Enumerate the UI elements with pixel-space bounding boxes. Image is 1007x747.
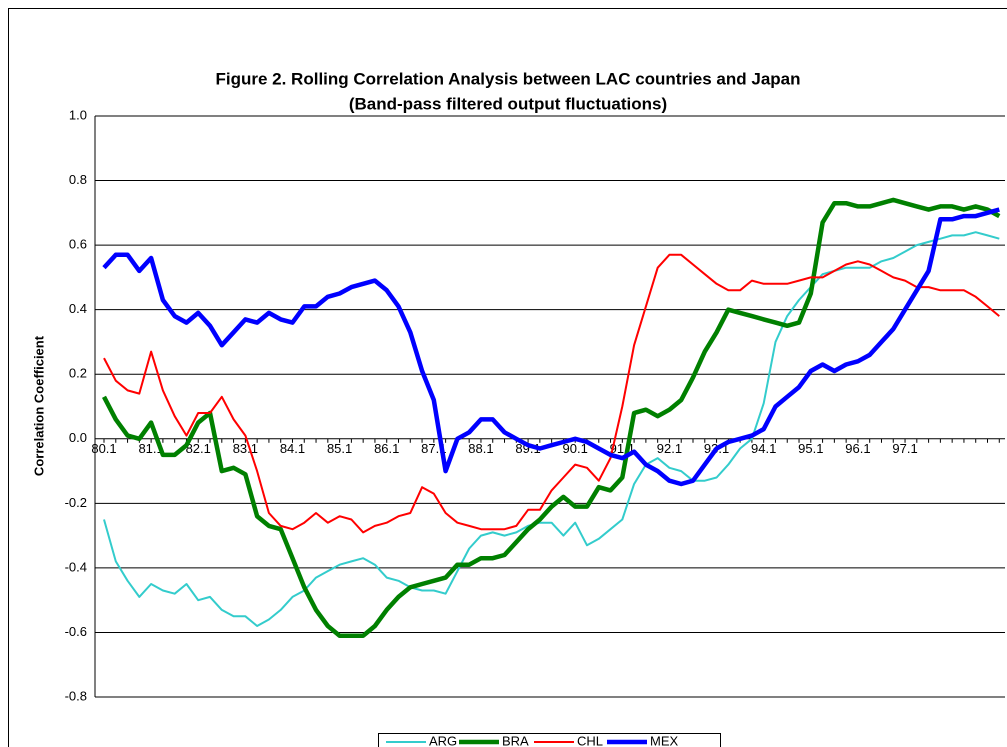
y-tick-label: -0.4	[65, 559, 87, 574]
x-tick-label: 88.1	[468, 441, 493, 456]
x-tick-label: 97.1	[892, 441, 917, 456]
y-tick-label: 0.2	[69, 366, 87, 381]
x-tick-label: 84.1	[280, 441, 305, 456]
series-line	[103, 253, 1000, 534]
y-tick-label: -0.6	[65, 624, 87, 639]
x-tick-label: 83.1	[233, 441, 258, 456]
y-tick-label: -0.8	[65, 688, 87, 703]
x-tick-label: 85.1	[327, 441, 352, 456]
y-tick-label: -0.2	[65, 495, 87, 510]
y-tick-label: 0.4	[69, 301, 87, 316]
legend-label: ARG	[429, 733, 457, 747]
x-tick-label: 80.1	[91, 441, 116, 456]
x-tick-label: 82.1	[186, 441, 211, 456]
x-tick-label: 96.1	[845, 441, 870, 456]
y-tick-label: 0.8	[69, 172, 87, 187]
legend-label: MEX	[650, 733, 679, 747]
chart-title: Figure 2. Rolling Correlation Analysis b…	[215, 69, 800, 88]
x-tick-label: 92.1	[657, 441, 682, 456]
y-tick-label: 0.0	[69, 430, 87, 445]
x-tick-label: 90.1	[563, 441, 588, 456]
chart-subtitle: (Band-pass filtered output fluctuations)	[349, 94, 667, 113]
y-tick-label: 0.6	[69, 237, 87, 252]
series-line	[102, 207, 1000, 487]
x-tick-label: 86.1	[374, 441, 399, 456]
series-line	[102, 197, 1001, 638]
legend-label: CHL	[577, 733, 603, 747]
y-tick-label: 1.0	[69, 107, 87, 122]
legend-label: BRA	[502, 733, 529, 747]
x-tick-label: 95.1	[798, 441, 823, 456]
y-axis-label: Correlation Coefficient	[31, 335, 46, 476]
x-tick-label: 94.1	[751, 441, 776, 456]
series-line	[103, 231, 1000, 627]
chart-frame	[8, 8, 1007, 747]
